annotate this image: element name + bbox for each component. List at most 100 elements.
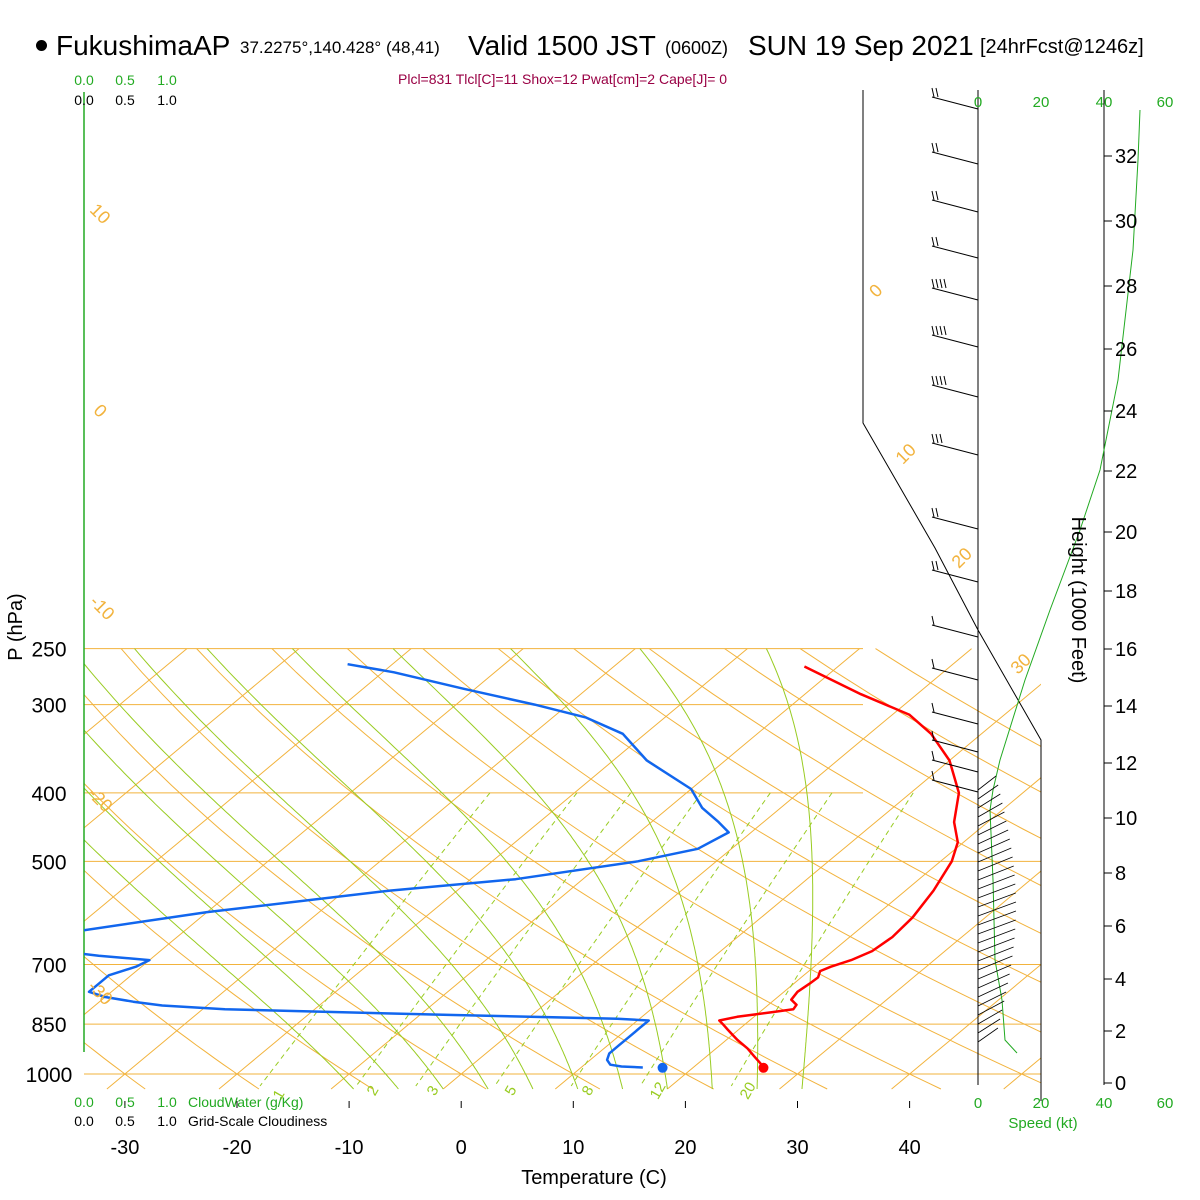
wind-barb-flag: [935, 325, 939, 336]
wind-barb-flag: [935, 278, 939, 289]
isotherm-label: 30: [1007, 650, 1035, 678]
isotherm-line: [106, 648, 636, 1090]
wind-barb-flag: [935, 236, 939, 247]
wind-barb: [977, 901, 1017, 917]
wind-barb: [977, 856, 1013, 872]
dry-adiabat-line: [84, 869, 373, 1090]
wind-barb: [977, 973, 1010, 989]
wind-barb: [931, 779, 979, 793]
wind-barb: [977, 910, 1017, 926]
speed-tick-label-bottom: 0: [974, 1095, 982, 1112]
wind-barb-flag: [931, 560, 935, 571]
mixing-ratio-label: 12: [647, 1079, 670, 1102]
forecast-label: [24hrFcst@1246z]: [980, 36, 1144, 58]
mixing-ratio-label: 5: [502, 1083, 521, 1099]
temperature-tick-label: 30: [786, 1137, 808, 1159]
valid-time-utc: (0600Z): [665, 38, 729, 58]
x-axis-title: Temperature (C): [521, 1167, 667, 1189]
cloudiness-scale-bottom: 0.5: [115, 1113, 135, 1129]
wind-barb: [977, 1009, 1003, 1025]
speed-tick-label-top: 20: [1033, 94, 1050, 111]
dry-adiabat-line: [573, 648, 1041, 934]
wind-barb-flag: [935, 560, 939, 571]
wind-barb-flag: [935, 142, 939, 153]
temperature-tick-label: 0: [456, 1137, 467, 1159]
isotherm-line: [442, 648, 972, 1090]
surface-temperature-point: [758, 1062, 769, 1073]
height-tick-label: 14: [1115, 696, 1137, 718]
temperature-tick-label: 10: [562, 1137, 584, 1159]
wind-barb: [931, 711, 979, 725]
wind-barb: [977, 775, 997, 791]
mixing-ratio-line: [570, 792, 771, 1087]
wind-barb: [931, 96, 979, 110]
height-axis-title: Height (1000 Feet): [1067, 517, 1089, 684]
wind-barb-flag: [931, 433, 935, 444]
speed-tick-label-top: 0: [974, 94, 982, 111]
cloudwater-scale-top: 1.0: [157, 72, 177, 88]
isotherm-label: 20: [948, 544, 976, 572]
temperature-line: [718, 665, 961, 1069]
mixing-ratio-label: 8: [579, 1083, 598, 1099]
temperature-tick-label: 40: [898, 1137, 920, 1159]
wind-speed-curve: [989, 109, 1141, 1054]
dry-adiabat-line: [84, 955, 260, 1090]
height-tick-label: 30: [1115, 211, 1137, 233]
wind-barb: [977, 883, 1016, 899]
isotherm-line: [218, 648, 748, 1090]
isotherm-line: [84, 648, 300, 829]
wind-barb: [977, 1027, 999, 1043]
height-tick-label: 6: [1115, 916, 1126, 938]
isotherm-line: [1003, 1057, 1041, 1090]
wind-barb: [977, 802, 1003, 818]
height-tick-label: 24: [1115, 401, 1137, 423]
wind-barb: [977, 874, 1015, 890]
wind-barb-flag: [943, 375, 947, 386]
isotherm-label: 0: [865, 280, 886, 301]
cloudwater-scale-bottom: 0.0: [74, 1094, 94, 1110]
valid-date: SUN 19 Sep 2021: [748, 30, 974, 61]
mixing-ratio-line: [355, 792, 578, 1087]
dry-adiabat-line: [84, 1041, 146, 1090]
height-tick-label: 12: [1115, 753, 1137, 775]
station-coords: 37.2275°,140.428° (48,41): [240, 38, 440, 57]
isotherm-label: -30: [84, 976, 117, 1009]
speed-axis-title: Speed (kt): [1008, 1115, 1077, 1132]
dry-adiabat-line: [422, 648, 1041, 1033]
wind-barb: [931, 334, 979, 348]
station-name: FukushimaAP: [56, 30, 231, 61]
height-tick-label: 20: [1115, 522, 1137, 544]
wind-barb: [977, 928, 1016, 944]
wind-barb: [977, 964, 1012, 980]
height-tick-label: 32: [1115, 146, 1137, 168]
cloudiness-scale-bottom: 1.0: [157, 1113, 177, 1129]
wind-profile: [931, 87, 1141, 1054]
wind-barb: [977, 793, 1001, 809]
pressure-tick-label: 500: [31, 851, 66, 874]
height-tick-label: 10: [1115, 808, 1137, 830]
wind-barb-flag: [931, 730, 935, 741]
isotherm-label: 0: [90, 400, 111, 421]
wind-barb: [931, 151, 979, 165]
wind-barb-flag: [931, 87, 935, 98]
temperature-tick-label: 20: [674, 1137, 696, 1159]
wind-barb-flag: [935, 433, 939, 444]
speed-tick-label-bottom: 40: [1096, 1095, 1113, 1112]
cloudiness-scale-top: 0.0: [74, 92, 94, 108]
pressure-tick-label: 700: [31, 955, 66, 978]
moist-adiabat-line: [206, 648, 579, 1090]
wind-barb: [977, 982, 1009, 998]
y-axis-title: P (hPa): [5, 593, 27, 660]
moist-adiabat-line: [134, 648, 534, 1090]
speed-tick-label-bottom: 60: [1157, 1095, 1174, 1112]
pressure-tick-label: 1000: [26, 1064, 73, 1087]
cloudwater-scale-bottom: 0.5: [115, 1094, 135, 1110]
mixing-ratio-line: [415, 792, 632, 1087]
wind-barb: [931, 569, 979, 583]
cloudwater-scale-top: 0.5: [115, 72, 135, 88]
dry-adiabat-line: [347, 648, 1041, 1084]
isotherm-line: [554, 683, 1041, 1090]
height-tick-label: 18: [1115, 581, 1137, 603]
